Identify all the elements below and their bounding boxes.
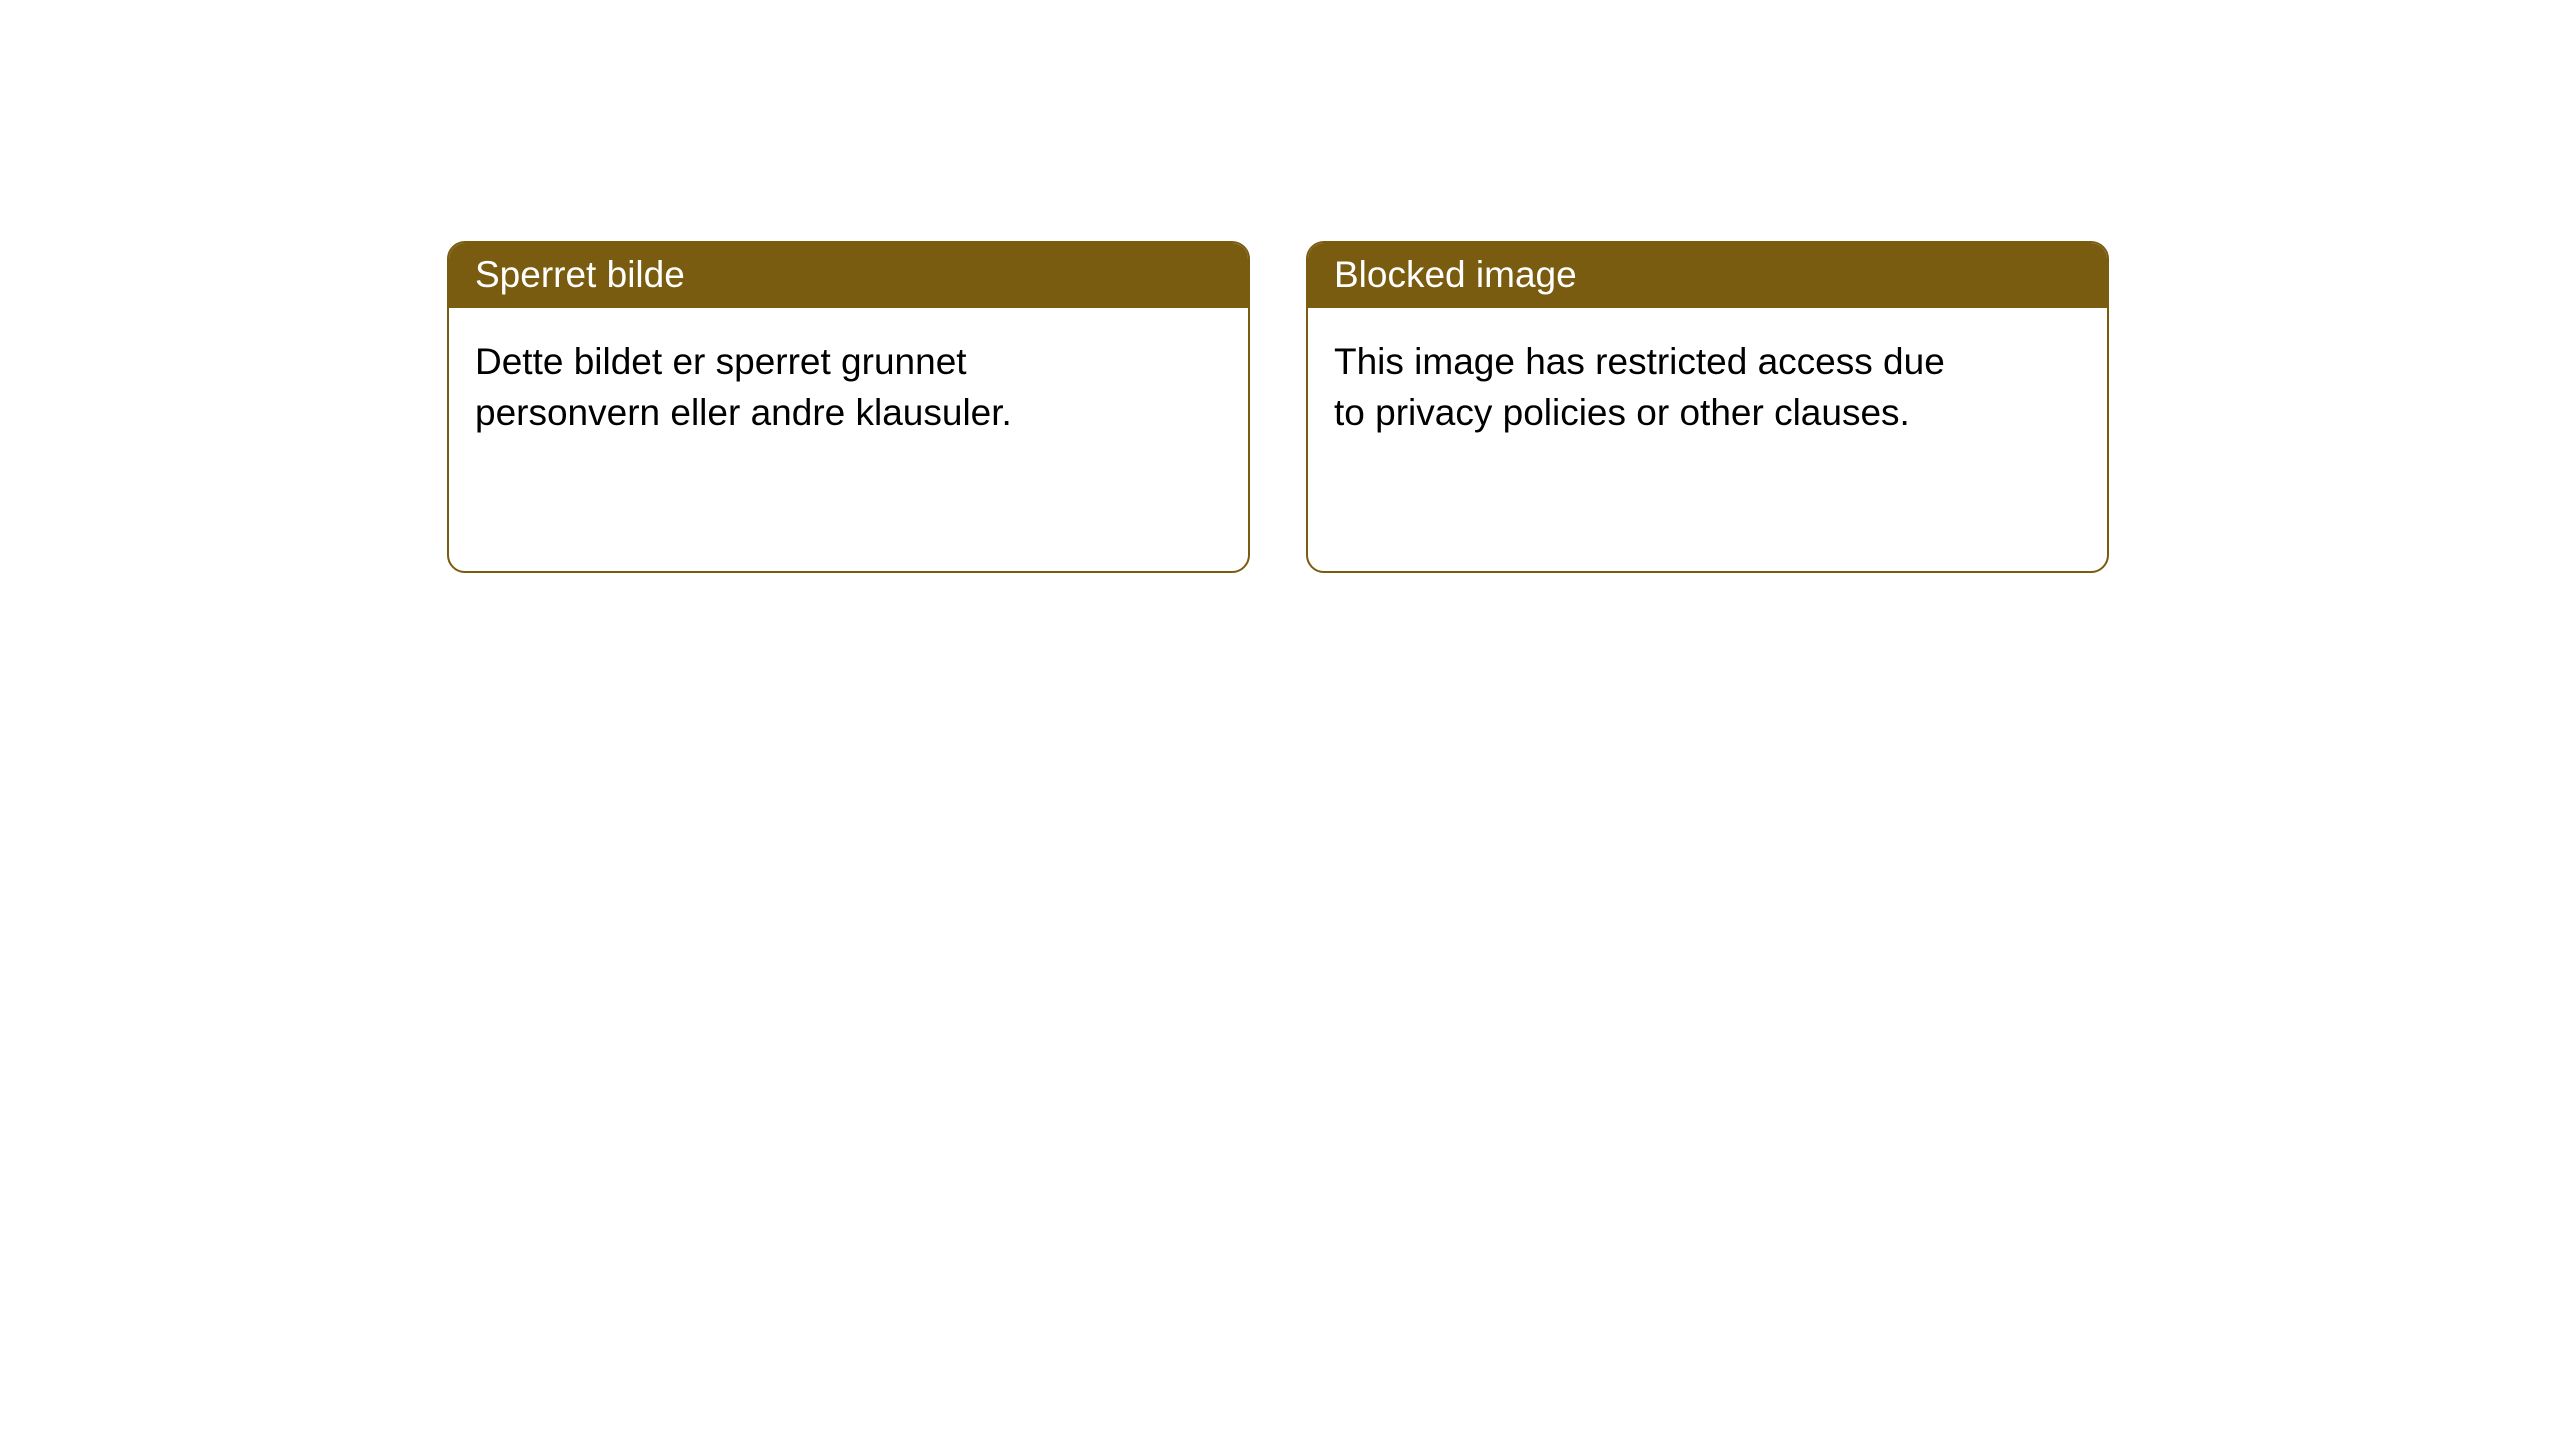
- notice-card-english: Blocked image This image has restricted …: [1306, 241, 2109, 573]
- notice-title: Blocked image: [1334, 254, 1577, 295]
- notice-title: Sperret bilde: [475, 254, 685, 295]
- notice-card-norwegian: Sperret bilde Dette bildet er sperret gr…: [447, 241, 1250, 573]
- notice-body: This image has restricted access due to …: [1308, 308, 1988, 466]
- notice-container: Sperret bilde Dette bildet er sperret gr…: [447, 241, 2109, 573]
- notice-header: Blocked image: [1308, 243, 2107, 308]
- notice-text: This image has restricted access due to …: [1334, 341, 1945, 433]
- notice-header: Sperret bilde: [449, 243, 1248, 308]
- notice-text: Dette bildet er sperret grunnet personve…: [475, 341, 1012, 433]
- notice-body: Dette bildet er sperret grunnet personve…: [449, 308, 1129, 466]
